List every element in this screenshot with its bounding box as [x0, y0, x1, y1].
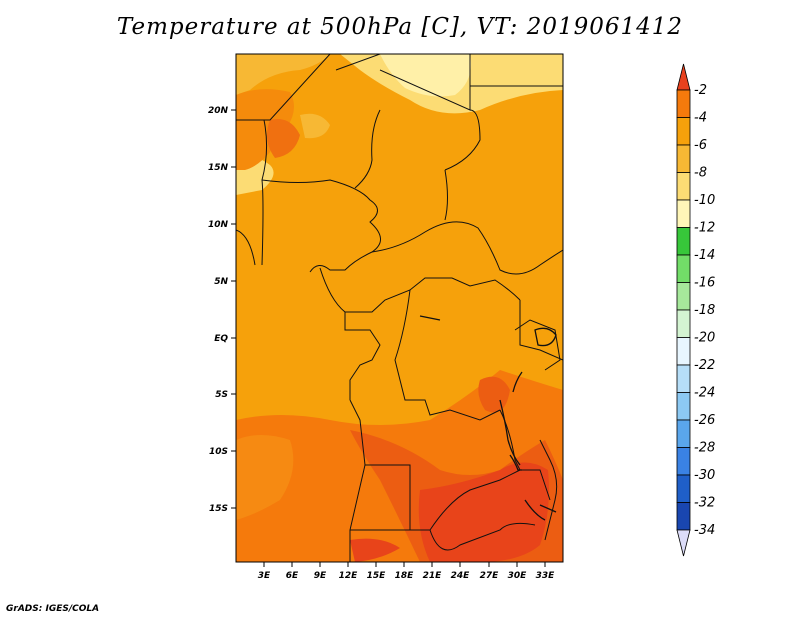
colorbar-label: -6 [694, 138, 707, 153]
colorbar-swatch [676, 364, 691, 393]
lat-tick-label: 10S [209, 447, 228, 457]
lon-tick-label: 30E [508, 571, 528, 581]
lat-tick-label: 10N [208, 220, 229, 230]
lon-tick-label: 9E [314, 571, 327, 581]
colorbar-label: -30 [694, 468, 715, 483]
colorbar-label: -16 [694, 276, 715, 291]
lon-tick-label: 33E [536, 571, 556, 581]
lon-tick-label: 21E [423, 571, 443, 581]
colorbar-swatch [676, 89, 691, 118]
credit-text: GrADS: IGES/COLA [6, 604, 100, 614]
colorbar-label: -18 [694, 303, 715, 318]
map-title: Temperature at 500hPa [C], VT: 201906141… [116, 14, 684, 40]
lon-tick-label: 18E [395, 571, 415, 581]
colorbar-label: -20 [694, 331, 715, 346]
lon-tick-label: 27E [480, 571, 500, 581]
colorbar-label: -32 [694, 496, 715, 511]
colorbar-swatch [676, 254, 691, 283]
colorbar-label: -26 [694, 413, 715, 428]
colorbar-bottom-arrow [676, 529, 691, 557]
lon-tick-label: 3E [258, 571, 271, 581]
colorbar-swatch [676, 199, 691, 228]
lat-tick-label: EQ [214, 334, 228, 344]
lat-tick-label: 15N [208, 163, 229, 173]
colorbar-swatch [676, 172, 691, 201]
lat-tick-label: 20N [208, 106, 229, 116]
lat-tick-label: 5N [214, 277, 228, 287]
colorbar-swatch [676, 117, 691, 146]
lon-tick-label: 15E [367, 571, 387, 581]
lakes [419, 315, 557, 521]
colorbar-swatch [676, 144, 691, 173]
colorbar-swatch [676, 502, 691, 531]
colorbar-label: -28 [694, 441, 715, 456]
lon-tick-label: 6E [286, 571, 299, 581]
colorbar-swatch [676, 282, 691, 311]
colorbar-top-arrow [676, 63, 691, 91]
colorbar-label: -14 [694, 248, 715, 263]
lon-tick-label: 12E [339, 571, 359, 581]
colorbar-label: -22 [694, 358, 715, 373]
lon-tick-label: 24E [451, 571, 471, 581]
colorbar-label: -10 [694, 193, 715, 208]
colorbar-swatch [676, 474, 691, 503]
colorbar-label: -4 [694, 111, 707, 126]
colorbar-label: -24 [694, 386, 715, 401]
colorbar-swatch [676, 337, 691, 366]
colorbar-swatch [676, 309, 691, 338]
colorbar-swatch [676, 419, 691, 448]
colorbar-label: -12 [694, 221, 715, 236]
colorbar-label: -34 [694, 523, 715, 538]
temperature-field [236, 54, 563, 562]
lat-tick-label: 5S [215, 390, 228, 400]
lat-tick-label: 15S [209, 504, 228, 514]
colorbar-swatch [676, 227, 691, 256]
colorbar-label: -2 [694, 83, 707, 98]
country-borders [236, 54, 563, 562]
colorbar-swatch [676, 392, 691, 421]
colorbar: -2 -4 -6 -8 -10 -12 -14 -16 -18 -20 -22 -24 -26 -28 -3… [676, 63, 715, 557]
map-frame [235, 53, 564, 563]
colorbar-swatch [676, 447, 691, 476]
colorbar-label: -8 [694, 166, 707, 181]
latitude-axis: 20N 15N 10N 5N EQ 5S 10S 15S [208, 106, 236, 514]
longitude-axis: 3E 6E 9E 12E 15E 18E 21E 24E 27E 30E 33E [258, 562, 555, 581]
